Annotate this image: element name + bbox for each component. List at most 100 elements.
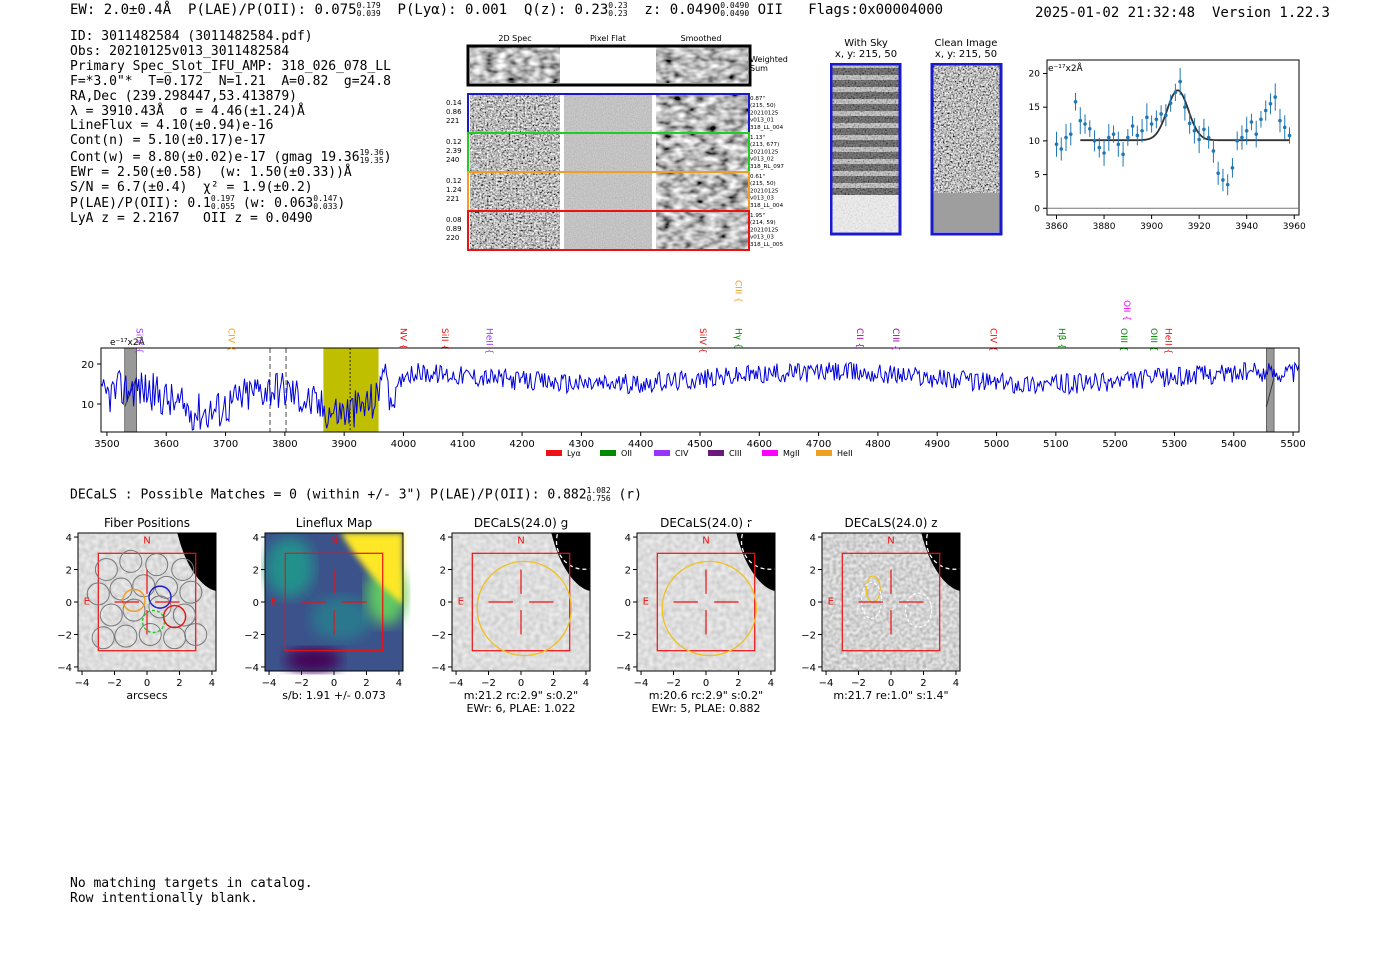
zoom-data-point (1211, 149, 1216, 153)
image-panel-2: Lineflux Map N E −4−4 −2 −2 0 0 2 2 4 4 s/b: 1.91 +/… (244, 516, 407, 702)
fiber-footprint (179, 580, 203, 604)
fiber-stat: 240 (446, 156, 459, 164)
info-fiber: F=*3.0"* T=0.172 N=1.21 A=0.82 g=24.8 (70, 73, 391, 89)
panel-ytick-label: 0 (66, 598, 72, 609)
zoom-data-point (1140, 128, 1144, 133)
spectrum-trace (100, 361, 1300, 431)
full-spectrum-plot: e⁻¹⁷x2Å 3500 3600 3700 3800 3900 4000 4100 4200 4… (81, 280, 1306, 458)
image-panel-1: Fiber Positions N E −4−4 −2 −2 0 0 2 2 4 4 arcsecs (57, 516, 217, 702)
panel-caption: s/b: 1.91 +/- 0.073 (282, 689, 386, 702)
legend-label: HeII (837, 449, 853, 458)
panel-xtick-label: 4 (768, 678, 774, 689)
fiber-stat: 0.14 (446, 99, 462, 107)
flags-value: Flags:0x00004000 (808, 2, 944, 18)
zoom-data-point (1263, 108, 1268, 113)
north-label: N (330, 536, 337, 547)
zoom-ytick-label: 0 (1034, 204, 1040, 214)
spectrum-xtick-label: 3500 (94, 439, 119, 450)
fiber-meta: v013_02 (750, 157, 774, 163)
fiber-2dspec (470, 95, 560, 132)
zoom-ytick-label: 15 (1029, 103, 1040, 113)
fiber-meta: 0.61" (750, 174, 765, 180)
spectrum-xtick-label: 4300 (569, 439, 594, 450)
info-primary: Primary Spec_Slot_IFU_AMP: 318_026_078_L… (70, 58, 391, 74)
emission-line-label: Hγ { (733, 328, 743, 349)
zoom-ytick-label: 10 (1029, 137, 1041, 147)
search-box (284, 552, 384, 652)
panel-ytick-label: 4 (253, 533, 259, 544)
zoom-data-point (1168, 101, 1173, 105)
legend-swatch (546, 450, 562, 456)
star-aperture (555, 512, 614, 570)
panel-xtick-label: 4 (583, 678, 589, 689)
zoom-data-point (1187, 121, 1192, 126)
z-line: OII (757, 2, 783, 18)
legend-swatch (816, 450, 832, 456)
panel-ytick-label: −2 (616, 630, 631, 641)
panel-xtick-label: 4 (209, 678, 215, 689)
emission-line-label: CII { (854, 328, 864, 348)
panel-ytick-label: −4 (801, 663, 816, 674)
search-box (656, 552, 756, 652)
fiber-gap (652, 212, 656, 249)
panel-xtick-label: 0 (888, 678, 894, 689)
spectrum-xtick-label: 5200 (1102, 439, 1127, 450)
emission-line-label: CIV { (226, 328, 236, 352)
fiber-footprint (138, 622, 162, 646)
info-sn: S/N = 6.7(±0.4) χ² = 1.9(±0.2) (70, 179, 313, 195)
panel-ytick-label: 0 (625, 598, 631, 609)
zoom-data-point (1068, 132, 1073, 136)
weighted-sum-strip (466, 44, 752, 87)
fiber-meta: (215, 50) (750, 103, 776, 109)
zoom-data-point (1121, 152, 1125, 157)
info-obs: Obs: 20210125v013_3011482584 (70, 43, 290, 59)
zoom-data-point (1116, 142, 1121, 147)
panel-xtick-label: −4 (449, 678, 464, 689)
lineflux-blob (310, 596, 371, 641)
zoom-data-point (1078, 118, 1083, 123)
fiber-4-marker (162, 604, 187, 629)
panel-ytick-label: −2 (57, 630, 72, 641)
zoom-data-point (1064, 135, 1068, 140)
spectrum-ytick-label: 20 (81, 360, 94, 371)
zoom-data-point (1278, 118, 1282, 123)
zoom-data-point (1135, 133, 1140, 138)
panel-xtick-label: 0 (144, 678, 150, 689)
col-header-pixelflat: Pixel Flat (590, 34, 626, 43)
east-label: E (271, 596, 277, 607)
spectrum-xtick-label: 5400 (1221, 439, 1246, 450)
panel-ytick-label: 2 (810, 566, 816, 577)
zoom-data-point (1126, 135, 1130, 140)
search-box (841, 552, 941, 652)
fiber-stat: 0.08 (446, 216, 462, 224)
panel-xtick-label: −2 (294, 678, 309, 689)
emission-line-label: HeII { (484, 328, 494, 354)
info-lineflux: LineFlux = 4.10(±0.94)e-16 (70, 118, 274, 134)
spectrum-xtick-label: 4200 (509, 439, 534, 450)
emission-line-label: OIII { (1118, 328, 1128, 352)
spec2d-panel: 2D Spec Pixel Flat Smoothed Weighted Sum… (446, 34, 788, 251)
panel-xtick-label: −4 (819, 678, 834, 689)
fiber-footprint (94, 558, 118, 582)
east-label: E (643, 596, 649, 607)
fiber-footprint (184, 622, 208, 646)
legend-swatch (600, 450, 616, 456)
fiber-stat: 0.86 (446, 108, 462, 116)
panel-xtick-label: −2 (481, 678, 496, 689)
lineflux-bright-region (340, 533, 403, 605)
fiber-stat: 0.12 (446, 177, 462, 185)
spectrum-xtick-label: 5100 (1043, 439, 1068, 450)
fiber-meta: 20210125 (750, 110, 779, 116)
zoom-xtick-label: 3900 (1140, 222, 1163, 232)
fiber-meta: (215, 50) (750, 181, 776, 187)
plae-value: P(LAE)/P(OII): 0.075 (188, 2, 357, 18)
fiber-stat: 2.39 (446, 147, 462, 155)
emission-line-label: SiII { (439, 328, 449, 350)
zoom-data-point (1282, 125, 1287, 130)
fiber-1-marker (148, 585, 172, 609)
fiber-gap (560, 134, 564, 171)
panel-caption: m:20.6 rc:2.9" s:0.2" (649, 689, 764, 702)
panel-caption: m:21.2 rc:2.9" s:0.2" (464, 689, 579, 702)
catalog-aperture (661, 560, 757, 657)
fiber-meta: 20210125 (750, 188, 779, 194)
